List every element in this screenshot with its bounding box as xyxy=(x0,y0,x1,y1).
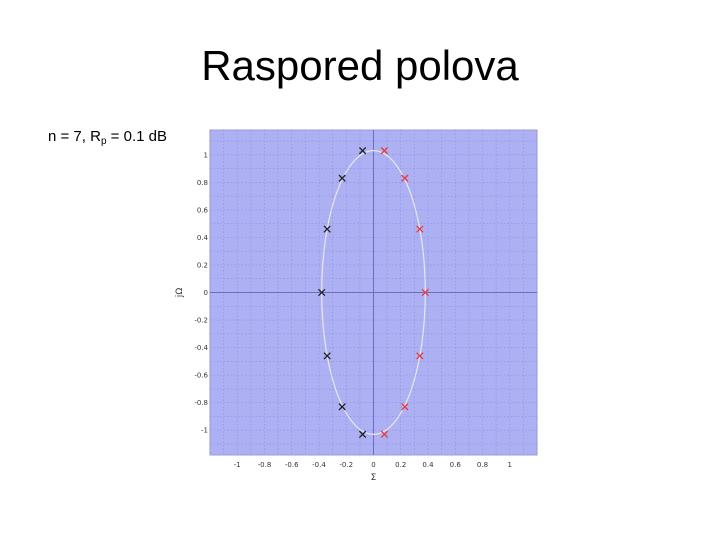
pole-marker-right xyxy=(421,288,429,297)
x-tick-label: 0.4 xyxy=(422,461,434,469)
pole-marker-right xyxy=(401,174,409,182)
slide-title: Raspored polova xyxy=(201,42,519,89)
x-tick-label: -0.8 xyxy=(258,461,272,469)
pole-marker-left xyxy=(323,225,331,233)
parameter-prefix: n = 7, R xyxy=(48,128,101,145)
pole-marker-left xyxy=(358,430,367,439)
y-tick-label: -0.6 xyxy=(194,372,208,380)
x-tick-label: 1 xyxy=(508,461,512,469)
x-tick-label: 0.2 xyxy=(395,461,406,469)
x-tick-label: -1 xyxy=(234,461,241,469)
pole-marker-right xyxy=(416,352,424,360)
y-tick-label: -1 xyxy=(201,427,208,435)
y-axis-label: jΩ xyxy=(175,288,185,299)
pole-marker-right xyxy=(380,430,389,439)
parameter-label: n = 7, Rp = 0.1 dB xyxy=(48,128,167,147)
pole-marker-left xyxy=(318,288,326,297)
pole-plot: -1 -0.8 -0.6 -0.4 -0.2 0 0.2 0.4 0.6 0.8 1 1 0.8 0.6 0… xyxy=(175,129,538,483)
y-tick-label: 0.4 xyxy=(197,234,209,242)
x-tick-label: 0.8 xyxy=(477,461,488,469)
x-tick-label: -0.2 xyxy=(339,461,353,469)
y-tick-label: 0 xyxy=(204,289,208,297)
x-tick-label: -0.6 xyxy=(285,461,299,469)
pole-marker-left xyxy=(323,352,331,360)
pole-marker-left xyxy=(358,146,367,155)
x-tick-label: -0.4 xyxy=(312,461,326,469)
x-axis-label: Σ xyxy=(371,473,377,483)
x-tick-label: 0 xyxy=(371,461,375,469)
y-tick-label: -0.4 xyxy=(194,344,208,352)
x-tick-label: 0.6 xyxy=(450,461,462,469)
y-tick-label: 1 xyxy=(204,151,208,159)
y-tick-label: 0.2 xyxy=(197,261,208,269)
pole-marker-left xyxy=(338,174,346,182)
pole-marker-right xyxy=(380,146,389,155)
pole-marker-right xyxy=(416,225,424,233)
pole-marker-left xyxy=(338,403,346,411)
parameter-suffix: = 0.1 dB xyxy=(106,128,167,145)
y-tick-label: -0.8 xyxy=(194,399,208,407)
parameter-subscript: p xyxy=(100,136,107,147)
y-tick-label: 0.8 xyxy=(197,179,208,187)
y-tick-label: 0.6 xyxy=(197,206,209,214)
pole-marker-right xyxy=(401,403,409,411)
y-tick-label: -0.2 xyxy=(194,317,208,325)
